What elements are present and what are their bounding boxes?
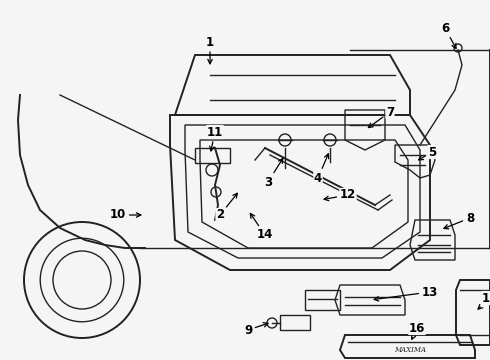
Text: 3: 3 xyxy=(264,158,283,189)
Text: 14: 14 xyxy=(250,213,273,242)
Text: 9: 9 xyxy=(244,323,268,337)
Text: 7: 7 xyxy=(368,105,394,127)
Text: MAXIMA: MAXIMA xyxy=(394,346,426,354)
Text: 5: 5 xyxy=(418,145,436,160)
Text: 10: 10 xyxy=(110,208,141,221)
Text: 2: 2 xyxy=(216,193,237,221)
Text: 16: 16 xyxy=(409,321,425,339)
Text: 15: 15 xyxy=(478,292,490,309)
Text: 11: 11 xyxy=(207,126,223,151)
Text: 4: 4 xyxy=(314,154,329,184)
Text: 13: 13 xyxy=(374,285,438,301)
Text: 1: 1 xyxy=(206,36,214,64)
Text: 6: 6 xyxy=(441,22,456,48)
Text: 8: 8 xyxy=(444,211,474,229)
Text: 12: 12 xyxy=(324,189,356,202)
